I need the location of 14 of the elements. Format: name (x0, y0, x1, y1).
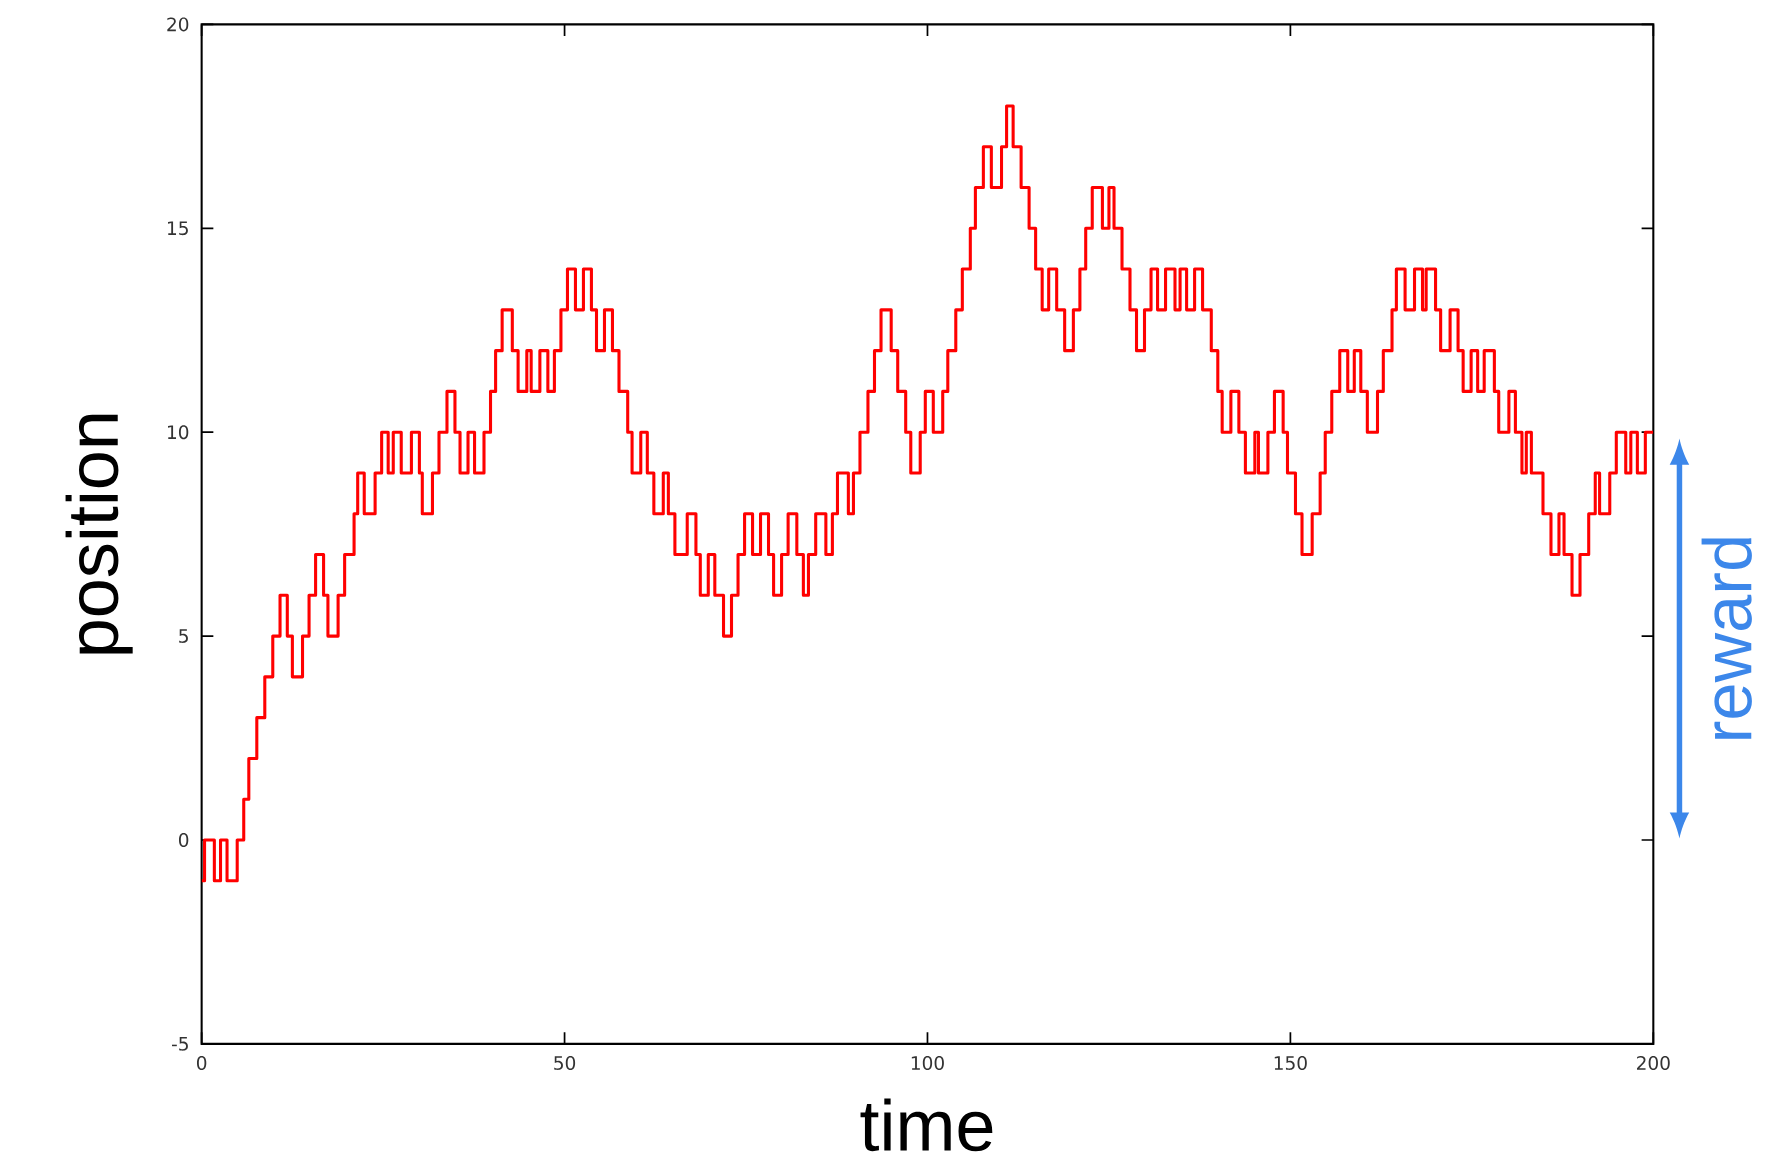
x-tick-label: 100 (911, 1056, 944, 1071)
x-tick-label: 50 (554, 1056, 576, 1071)
x-tick-label: 150 (1274, 1056, 1307, 1071)
x-tick-label: 0 (196, 1056, 207, 1071)
y-tick-label: -5 (171, 1037, 188, 1051)
y-tick-label: 15 (168, 221, 188, 236)
y-axis-title: position (65, 414, 133, 654)
y-tick-label: 20 (167, 17, 189, 32)
x-tick-label: 200 (1636, 1056, 1670, 1071)
y-tick-label: 0 (178, 833, 189, 848)
text: reward (1701, 538, 1752, 739)
x-axis-title: time (860, 1098, 993, 1152)
y-tick-label: 5 (179, 629, 188, 644)
y-tick-label: 10 (168, 425, 189, 440)
